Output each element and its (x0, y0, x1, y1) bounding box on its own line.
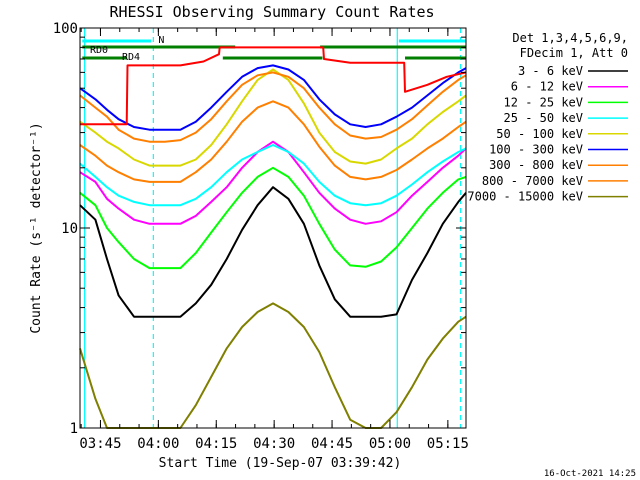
timestamp: 16-Oct-2021 14:25 (544, 469, 636, 479)
legend-label-1: 6 - 12 keV (511, 80, 583, 94)
y-tick-label-2: 100 (53, 21, 78, 37)
legend-header-1: FDecim 1, Att 0 (520, 46, 628, 60)
x-tick-label-4: 04:45 (311, 436, 353, 452)
legend-header-0: Det 1,3,4,5,6,9, (512, 31, 628, 45)
segment-label-rd0: RD0 (90, 45, 108, 56)
segment-label-n: N (158, 35, 164, 46)
series-line-4 (79, 68, 467, 167)
plot-area (80, 28, 466, 428)
series-line-0 (79, 186, 467, 318)
series-line-9 (80, 46, 467, 126)
legend-label-6: 300 - 800 keV (489, 158, 583, 172)
legend-label-8: 7000 - 15000 keV (467, 190, 583, 204)
x-axis-label: Start Time (19-Sep-07 03:39:42) (159, 456, 402, 471)
y-tick-label-0: 1 (70, 421, 78, 437)
x-tick-label-2: 04:15 (195, 436, 237, 452)
legend: Det 1,3,4,5,6,9,FDecim 1, Att 0 3 - 6 keV… (467, 31, 628, 204)
series-line-7 (79, 100, 467, 183)
legend-label-7: 800 - 7000 keV (482, 174, 583, 188)
series-line-6 (79, 71, 467, 143)
y-tick-label-1: 10 (61, 221, 78, 237)
legend-label-4: 50 - 100 keV (496, 127, 583, 141)
x-tick-label-6: 05:15 (427, 436, 469, 452)
series-line-5 (79, 64, 467, 131)
chart-title: RHESSI Observing Summary Count Rates (109, 3, 434, 21)
series-line-3 (79, 144, 467, 207)
segment-label-rd4: RD4 (122, 52, 140, 63)
legend-label-0: 3 - 6 keV (518, 64, 583, 78)
x-tick-label-0: 03:45 (79, 436, 121, 452)
series-line-1 (79, 140, 467, 225)
legend-label-3: 25 - 50 keV (504, 111, 583, 125)
y-axis-label: Count Rate (s⁻¹ detector⁻¹) (29, 122, 44, 333)
legend-label-5: 100 - 300 keV (489, 143, 583, 157)
series-line-2 (79, 166, 467, 270)
x-tick-label-3: 04:30 (253, 436, 295, 452)
plot-background (80, 28, 466, 428)
x-tick-label-5: 05:00 (369, 436, 411, 452)
legend-label-2: 12 - 25 keV (504, 95, 583, 109)
x-tick-label-1: 04:00 (137, 436, 179, 452)
